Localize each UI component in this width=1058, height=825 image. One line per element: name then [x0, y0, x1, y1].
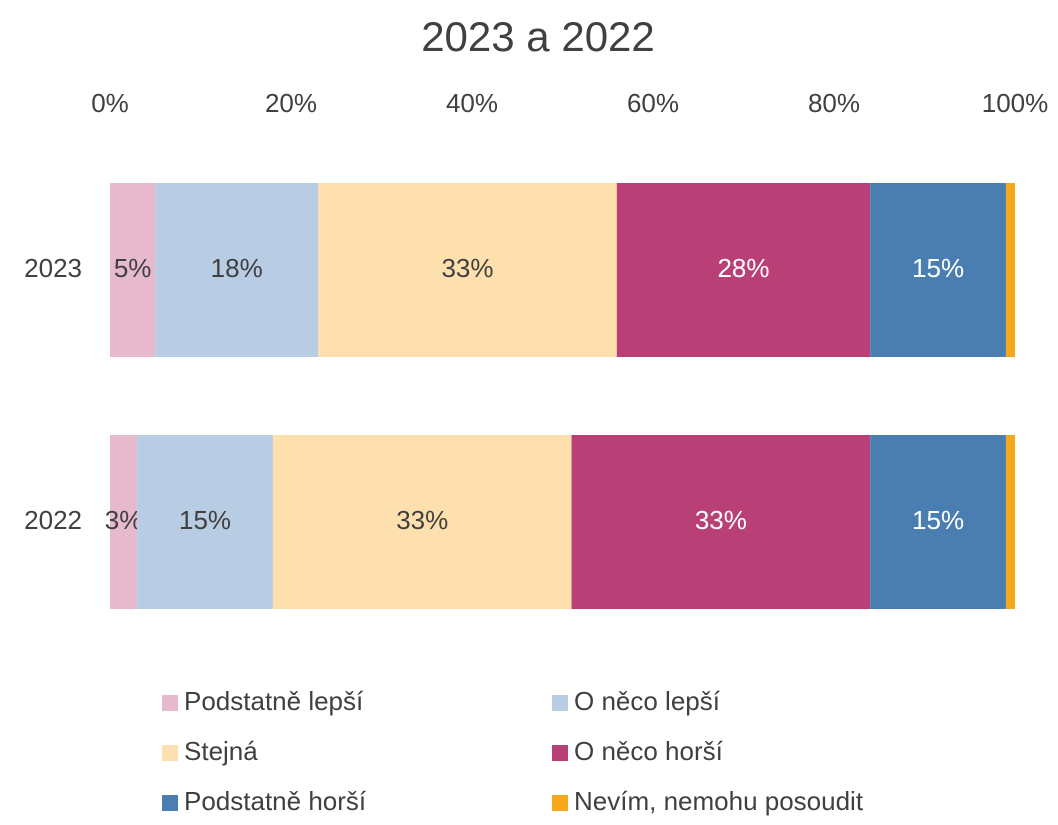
data-label: 28% [717, 253, 769, 283]
legend-swatch [552, 695, 568, 711]
legend-swatch [162, 695, 178, 711]
chart-title: 2023 a 2022 [421, 13, 655, 60]
bar-segment [1005, 435, 1015, 609]
data-label: 15% [179, 505, 231, 535]
data-label: 33% [441, 253, 493, 283]
bar-segment [110, 183, 156, 357]
legend-label: Stejná [184, 736, 258, 766]
legend-label: Nevím, nemohu posoudit [574, 786, 864, 816]
legend-swatch [552, 745, 568, 761]
x-tick-label: 60% [627, 88, 679, 118]
legend-label: O něco horší [574, 736, 724, 766]
x-tick-label: 80% [808, 88, 860, 118]
bar-segment [870, 183, 1006, 357]
x-tick-label: 100% [982, 88, 1049, 118]
data-label: 3% [105, 505, 143, 535]
bar-segment [1005, 183, 1015, 357]
bar-segment [137, 435, 273, 609]
data-label: 5% [114, 253, 152, 283]
data-label: 33% [396, 505, 448, 535]
bar-segment [616, 183, 871, 357]
legend-label: Podstatně lepší [184, 686, 364, 716]
bar-segment [272, 435, 572, 609]
bar-segment [318, 183, 617, 357]
legend-label: O něco lepší [574, 686, 721, 716]
data-label: 15% [912, 505, 964, 535]
bar-segment [155, 183, 319, 357]
x-tick-label: 40% [446, 88, 498, 118]
legend-swatch [552, 795, 568, 811]
x-tick-label: 20% [265, 88, 317, 118]
x-tick-label: 0% [91, 88, 129, 118]
bar-segment [870, 435, 1006, 609]
data-label: 18% [211, 253, 263, 283]
data-label: 15% [912, 253, 964, 283]
y-tick-label: 2023 [24, 253, 82, 283]
legend-swatch [162, 745, 178, 761]
y-tick-label: 2022 [24, 505, 82, 535]
bar-segment [571, 435, 871, 609]
legend-swatch [162, 795, 178, 811]
bar-segment [110, 435, 138, 609]
legend-label: Podstatně horší [184, 786, 367, 816]
data-label: 33% [695, 505, 747, 535]
